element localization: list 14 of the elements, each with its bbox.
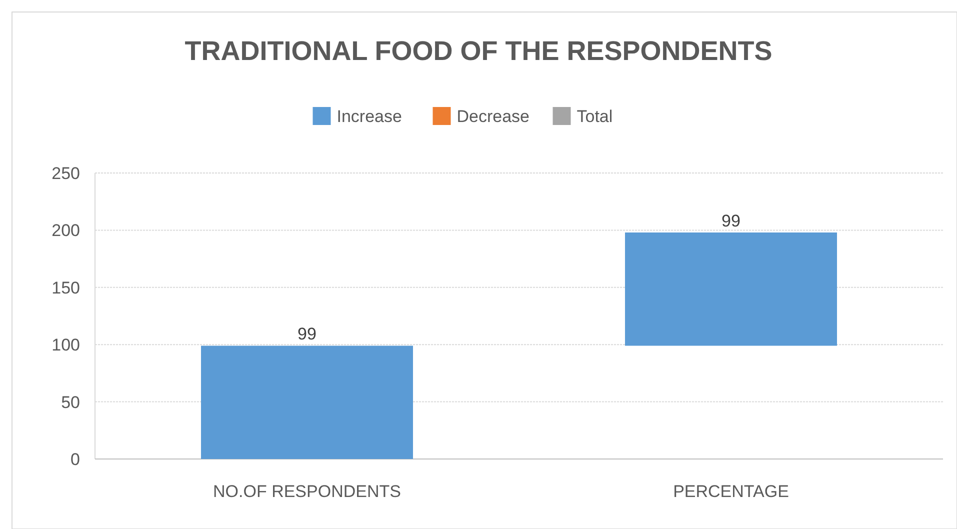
data-label: 99 [722, 211, 740, 230]
legend-label: Total [576, 107, 613, 126]
chart-title: TRADITIONAL FOOD OF THE RESPONDENTS [184, 36, 772, 66]
legend-label: Decrease [456, 107, 530, 126]
x-tick-label: NO.OF RESPONDENTS [213, 482, 401, 501]
y-tick-label: 100 [52, 336, 80, 355]
data-label: 99 [298, 324, 316, 344]
legend-label: Increase [336, 107, 402, 126]
y-tick-label: 150 [52, 278, 80, 298]
y-tick-label: 200 [52, 221, 80, 240]
y-tick-label: 50 [61, 392, 80, 412]
y-tick-label: 0 [70, 450, 80, 469]
x-tick-label: PERCENTAGE [673, 482, 789, 501]
y-tick-label: 250 [52, 164, 80, 183]
